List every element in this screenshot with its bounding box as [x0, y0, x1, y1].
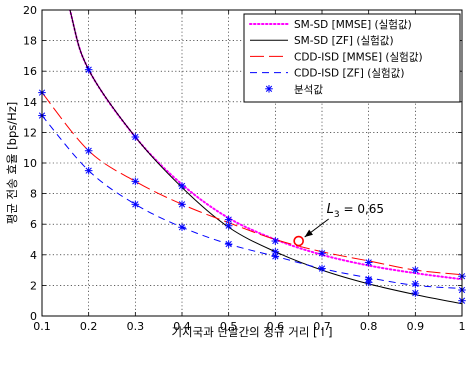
x-tick-label: 0.1	[33, 320, 51, 333]
x-tick-label: 0.7	[313, 320, 331, 333]
plot-frame	[41, 9, 463, 317]
y-tick-label: 14	[23, 96, 37, 109]
y-tick-label: 18	[23, 35, 37, 48]
x-tick-label: 0.5	[220, 320, 238, 333]
analysis-point	[84, 65, 93, 74]
analysis-point	[271, 237, 280, 245]
y-tick-label: 10	[23, 157, 37, 170]
analysis-point	[271, 247, 280, 256]
analysis-point	[411, 289, 420, 297]
x-tick-label: 0.8	[360, 320, 378, 333]
analysis-point	[178, 223, 186, 232]
analysis-point	[224, 240, 233, 248]
x-axis-label: 기지국과 단말간의 정규 거리 [ l ]	[171, 325, 332, 339]
y-tick-label: 12	[23, 126, 37, 139]
y-tick-label: 20	[23, 4, 37, 17]
y-tick-label: 8	[30, 188, 37, 201]
y-tick-label: 16	[23, 65, 37, 78]
analysis-point	[131, 200, 140, 209]
x-tick-label: 1	[459, 320, 466, 333]
y-axis-label: 평균 전송 효율 [bps/Hz]	[5, 102, 19, 225]
legend-entry-label: SM-SD [ZF] (실험값)	[294, 35, 394, 47]
series-line	[42, 115, 462, 289]
legend: SM-SD [MMSE] (실험값) SM-SD [ZF] (실험값) CDD-IS…	[243, 13, 461, 103]
annotation-arrowhead	[304, 229, 313, 238]
legend-entry-label: SM-SD [MMSE] (실험값)	[294, 19, 412, 31]
legend-entry-label: 분석값	[294, 84, 323, 96]
y-tick-label: 6	[30, 218, 37, 231]
analysis-point	[271, 252, 280, 261]
x-tick-label: 0.9	[407, 320, 425, 333]
analysis-point	[178, 182, 186, 190]
analysis-point	[411, 266, 420, 274]
series-line	[42, 92, 462, 276]
annotation-label: L3 = 0,65	[327, 202, 384, 220]
x-tick-label: 0.4	[173, 320, 191, 333]
analysis-point	[364, 258, 373, 267]
legend-entry-label: CDD-ISD [ZF] (실험값)	[294, 68, 404, 80]
legend-analysis-marker	[265, 85, 273, 93]
legend-entry-label: CDD-ISD [MMSE] (실험값)	[294, 51, 423, 63]
analysis-point	[131, 177, 140, 186]
annotation-marker	[293, 235, 304, 247]
x-tick-label: 0.2	[80, 320, 98, 333]
series-group	[42, 10, 462, 305]
analysis-point	[224, 221, 233, 230]
analysis-point	[178, 200, 186, 209]
x-tick-label: 0.6	[267, 320, 285, 333]
y-tick-label: 4	[30, 249, 37, 262]
legend-box	[243, 13, 461, 103]
analysis-point	[84, 166, 93, 175]
y-tick-label: 0	[30, 310, 37, 323]
analysis-point	[318, 264, 326, 273]
analysis-point	[318, 249, 326, 258]
x-tick-label: 0.3	[127, 320, 145, 333]
analysis-point	[411, 280, 420, 288]
y-tick-label: 2	[30, 279, 37, 292]
series-line	[69, 10, 462, 305]
analysis-point	[364, 278, 373, 287]
analysis-point	[84, 146, 93, 155]
analysis-point	[131, 133, 140, 141]
